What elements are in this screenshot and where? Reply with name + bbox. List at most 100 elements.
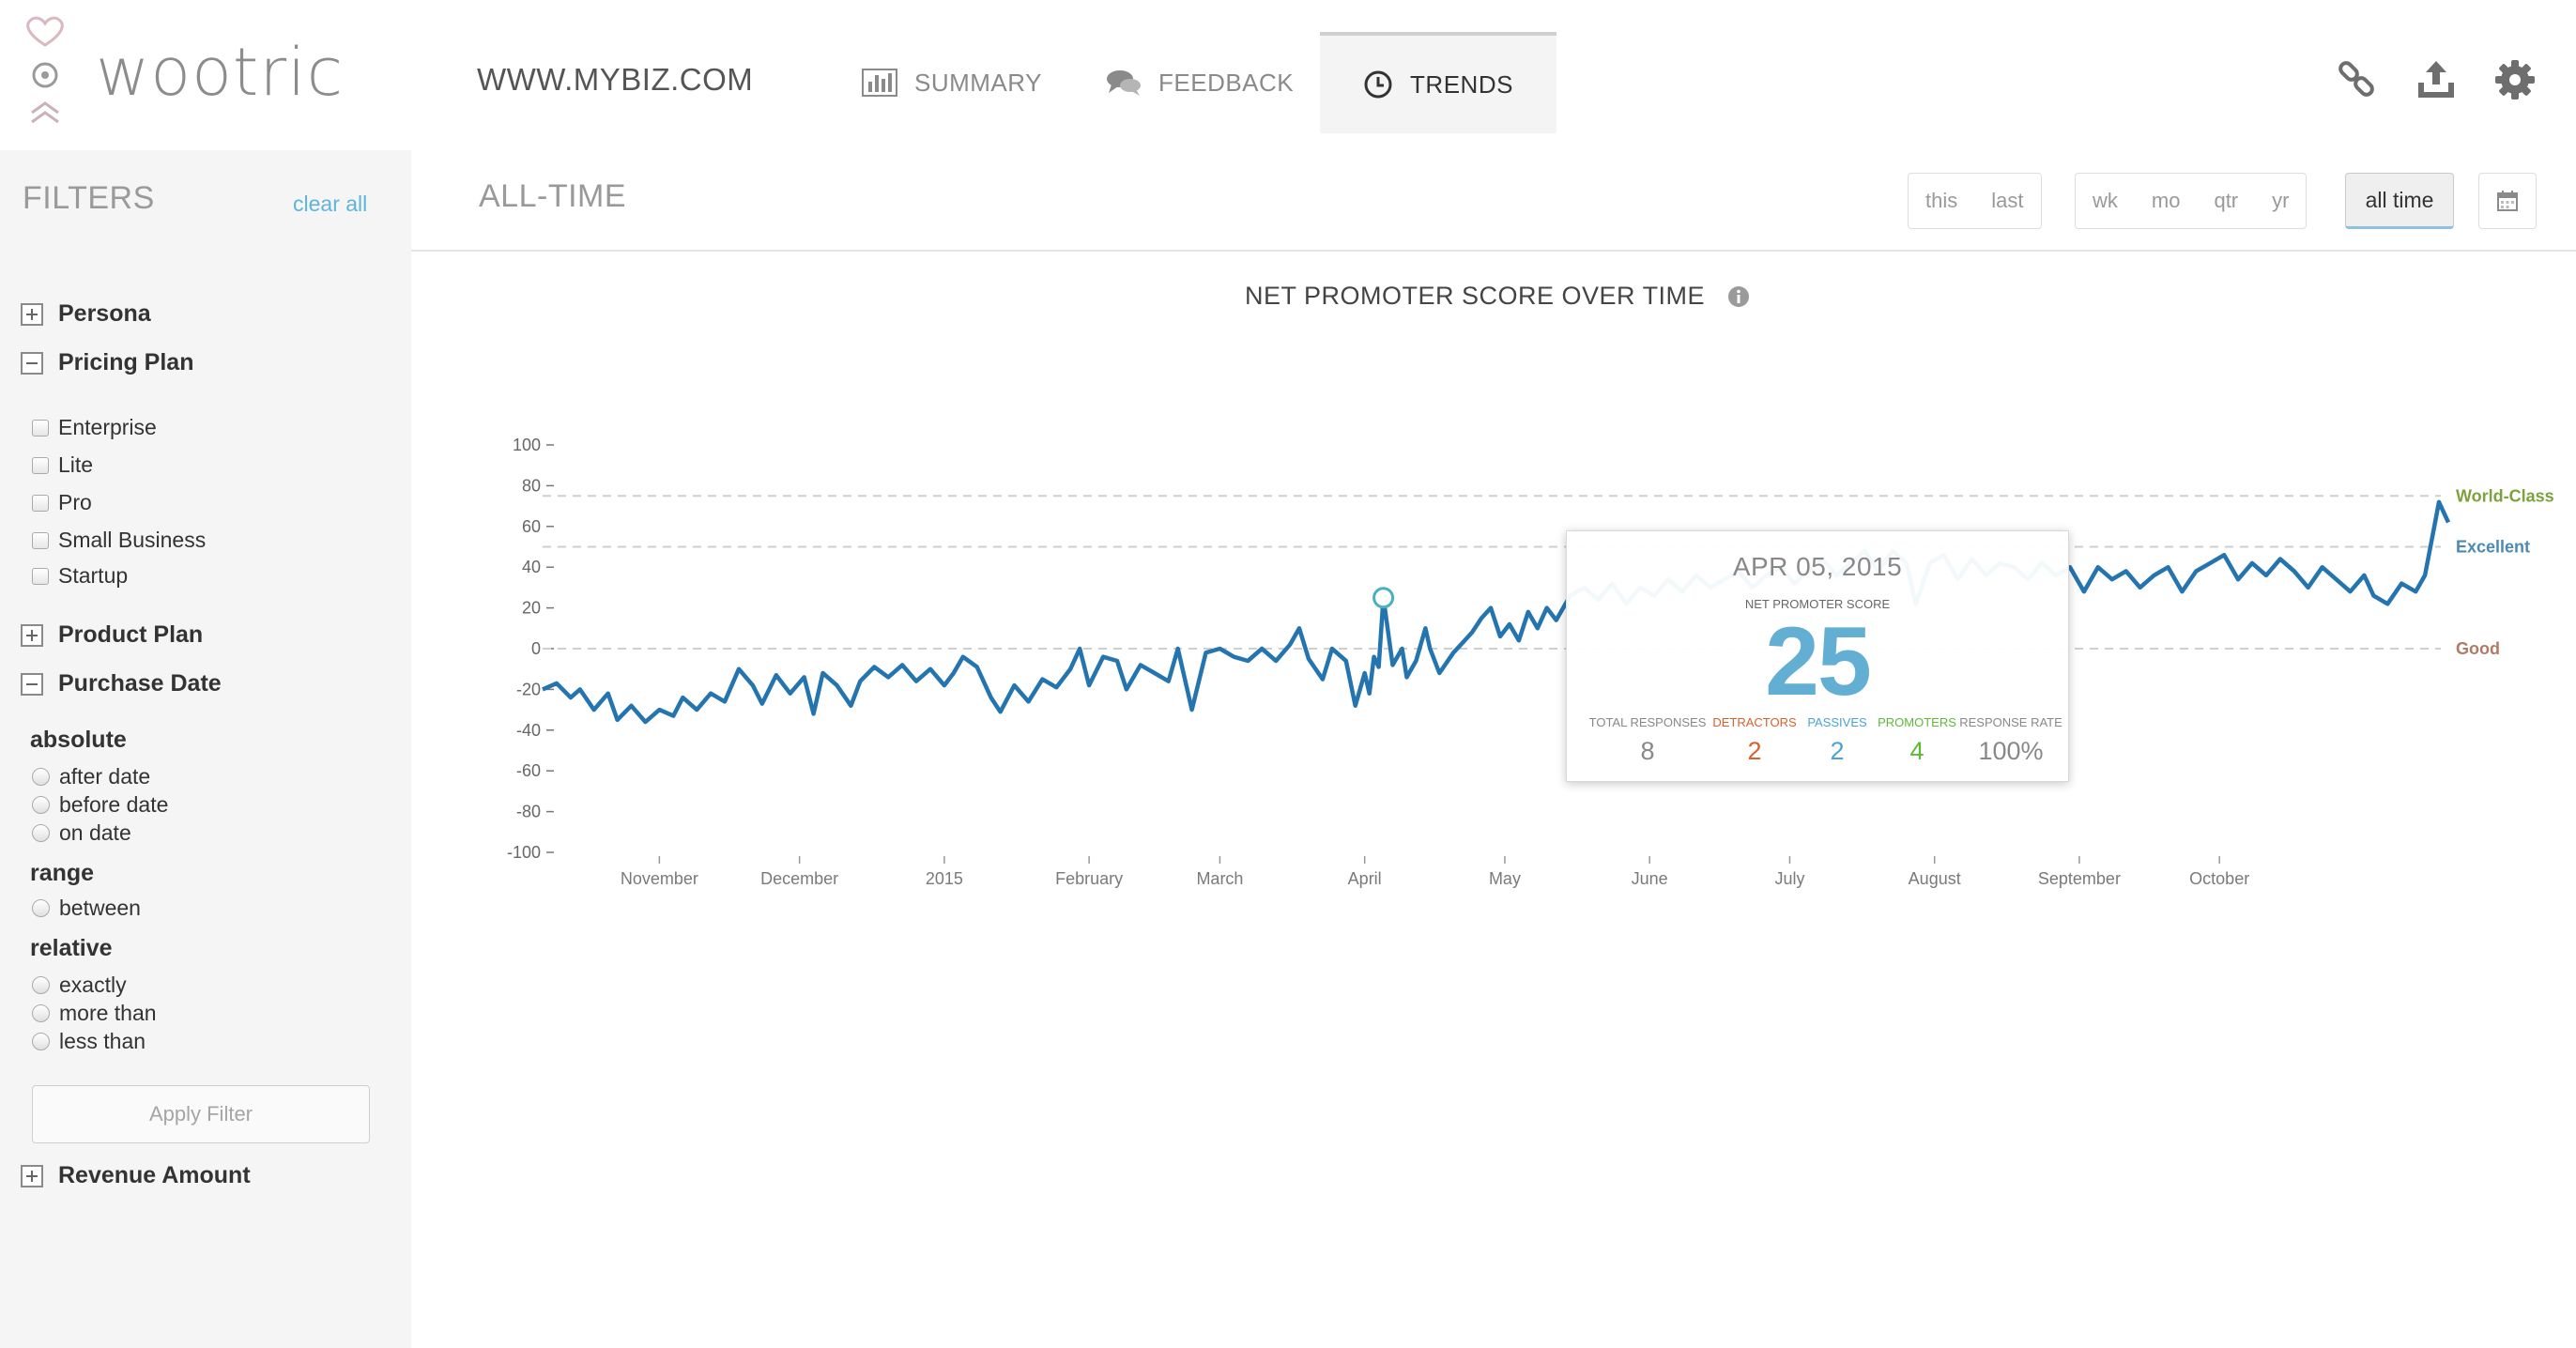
- filter-group-label: Persona: [58, 300, 151, 327]
- chart-title: NET PROMOTER SCORE OVER TIME: [1245, 282, 1750, 311]
- tab-feedback[interactable]: FEEDBACK: [1106, 32, 1312, 133]
- y-tick-label: -100: [507, 843, 541, 862]
- tab-feedback-label: FEEDBACK: [1158, 68, 1295, 97]
- apply-filter-button[interactable]: Apply Filter: [32, 1085, 370, 1143]
- x-tick-label: October: [2189, 869, 2249, 888]
- wootric-logo-icon: [26, 16, 64, 124]
- x-tick-label: June: [1632, 869, 1668, 888]
- checkbox[interactable]: [32, 419, 49, 437]
- x-tick-label: December: [760, 869, 838, 888]
- radio[interactable]: [32, 768, 50, 786]
- date-option-less-than[interactable]: less than: [32, 1029, 146, 1054]
- y-tick-label: -60: [516, 761, 541, 780]
- option-label: Small Business: [58, 528, 207, 552]
- filter-group-revenue-amount[interactable]: Revenue Amount: [21, 1162, 251, 1189]
- tooltip-date: APR 05, 2015: [1732, 552, 1903, 581]
- tooltip-nps-label: NET PROMOTER SCORE: [1744, 597, 1891, 611]
- filter-group-persona[interactable]: Persona: [21, 300, 151, 328]
- tooltip-total-responses: TOTAL RESPONSES 8: [1586, 715, 1710, 766]
- expand-icon: [21, 623, 43, 647]
- site-name: WWW.MYBIZ.COM: [477, 62, 754, 97]
- link-icon[interactable]: [2336, 58, 2379, 101]
- month-button[interactable]: mo: [2151, 189, 2181, 212]
- tooltip-col-label: DETRACTORS: [1712, 715, 1797, 729]
- year-button[interactable]: yr: [2272, 189, 2290, 212]
- tab-trends[interactable]: TRENDS: [1320, 32, 1556, 133]
- tooltip-col-label: RESPONSE RATE: [1959, 715, 2062, 729]
- radio[interactable]: [32, 824, 50, 842]
- radio[interactable]: [32, 899, 50, 917]
- y-tick-label: 40: [522, 558, 541, 576]
- date-option-between[interactable]: between: [32, 896, 141, 921]
- tab-summary[interactable]: SUMMARY: [862, 32, 1068, 133]
- quarter-button[interactable]: qtr: [2214, 189, 2239, 212]
- checkbox[interactable]: [32, 456, 49, 474]
- tab-summary-label: SUMMARY: [914, 68, 1042, 97]
- option-label: between: [59, 896, 141, 920]
- option-label: Lite: [58, 452, 94, 477]
- date-option-more-than[interactable]: more than: [32, 1001, 157, 1026]
- filter-group-product-plan[interactable]: Product Plan: [21, 621, 203, 649]
- filter-group-label: Pricing Plan: [58, 349, 194, 375]
- filters-title: FILTERS: [23, 180, 155, 216]
- x-tick-label: March: [1196, 869, 1243, 888]
- last-button[interactable]: last: [1991, 189, 2024, 212]
- filters-sidebar: FILTERS clear all Persona Pricing Plan E…: [0, 150, 411, 1348]
- date-range-heading: range: [30, 860, 95, 886]
- all-time-button[interactable]: all time: [2345, 173, 2454, 229]
- this-button[interactable]: this: [1925, 189, 1958, 212]
- date-option-after[interactable]: after date: [32, 764, 150, 789]
- checkbox[interactable]: [32, 531, 49, 549]
- week-button[interactable]: wk: [2093, 189, 2118, 212]
- nps-chart: 100 80 60 40 20 0 -20 -40 -60 -80 -100 November Dece…: [507, 436, 2554, 888]
- option-label: more than: [59, 1001, 157, 1025]
- clear-all-link[interactable]: clear all: [293, 191, 368, 216]
- option-label: Pro: [58, 490, 92, 514]
- speech-bubbles-icon: [1107, 70, 1141, 96]
- filter-group-pricing-plan[interactable]: Pricing Plan: [21, 349, 193, 376]
- option-label: Enterprise: [58, 415, 157, 439]
- upload-icon[interactable]: [2415, 58, 2458, 101]
- y-tick-label: -40: [516, 721, 541, 740]
- y-tick-label: -20: [516, 680, 541, 698]
- y-tick-label: 100: [513, 436, 541, 454]
- pricing-option-startup[interactable]: Startup: [32, 563, 128, 589]
- pricing-option-pro[interactable]: Pro: [32, 490, 92, 515]
- range-title: ALL-TIME: [479, 178, 627, 214]
- logo-text: wootric: [96, 34, 345, 111]
- date-option-before[interactable]: before date: [32, 792, 168, 818]
- collapse-icon: [21, 351, 43, 375]
- tooltip-col-label: PASSIVES: [1807, 715, 1867, 729]
- y-tick-label: 0: [531, 639, 541, 658]
- benchmark-label: Good: [2456, 639, 2500, 658]
- calendar-button[interactable]: [2478, 173, 2537, 229]
- pricing-option-lite[interactable]: Lite: [32, 452, 93, 478]
- pricing-option-small-business[interactable]: Small Business: [32, 528, 206, 553]
- filter-group-purchase-date[interactable]: Purchase Date: [21, 670, 222, 697]
- tooltip-detractors: DETRACTORS 2: [1710, 715, 1800, 766]
- x-tick-label: November: [621, 869, 698, 888]
- range-toolbar: ALL-TIME this last wk mo qtr yr all time: [411, 150, 2576, 252]
- x-tick-label: May: [1489, 869, 1521, 888]
- tooltip-passives: PASSIVES 2: [1800, 715, 1875, 766]
- radio[interactable]: [32, 1004, 50, 1022]
- tooltip-col-value: 2: [1830, 737, 1845, 765]
- info-icon[interactable]: [1727, 285, 1750, 308]
- x-tick-label: April: [1348, 869, 1382, 888]
- wootric-logo[interactable]: wootric: [21, 15, 343, 137]
- checkbox[interactable]: [32, 494, 49, 512]
- clock-icon: [1364, 70, 1392, 99]
- date-option-on[interactable]: on date: [32, 820, 131, 846]
- y-tick-label: 20: [522, 599, 541, 618]
- expand-icon: [21, 302, 43, 326]
- date-option-exactly[interactable]: exactly: [32, 973, 127, 998]
- pricing-option-enterprise[interactable]: Enterprise: [32, 415, 157, 440]
- checkbox[interactable]: [32, 567, 49, 585]
- gear-icon[interactable]: [2493, 58, 2537, 101]
- tooltip-col-value: 4: [1909, 737, 1924, 765]
- radio[interactable]: [32, 1033, 50, 1050]
- y-tick-label: -80: [516, 803, 541, 821]
- radio[interactable]: [32, 976, 50, 994]
- nps-tooltip: APR 05, 2015 NET PROMOTER SCORE 25 TOTAL…: [1566, 530, 2069, 782]
- radio[interactable]: [32, 796, 50, 814]
